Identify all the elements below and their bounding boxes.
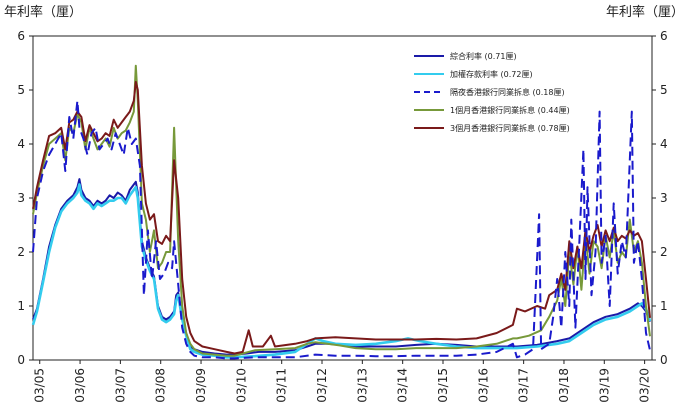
legend-label-5: 3個月香港銀行同業拆息 (0.78厘) (450, 123, 570, 133)
legend-label-1: 綜合利率 (0.71厘) (450, 51, 517, 61)
y-tick-label-left: 5 (17, 83, 25, 97)
y-tick-label-right: 1 (660, 299, 668, 313)
legend-label-3: 隔夜香港銀行同業拆息 (0.18厘) (450, 87, 565, 97)
y-tick-label-right: 6 (660, 29, 668, 43)
x-tick-label: 03/08 (154, 368, 168, 403)
series-line-4 (32, 64, 651, 357)
x-tick-label: 03/12 (315, 368, 329, 403)
x-tick-label: 03/14 (396, 368, 410, 403)
y-tick-label-left: 0 (17, 353, 25, 367)
x-tick-label: 03/16 (476, 368, 490, 403)
x-tick-label: 03/20 (638, 368, 652, 403)
x-tick-label: 03/13 (355, 368, 369, 403)
series-layer (31, 64, 652, 360)
x-tick-label: 03/18 (557, 368, 571, 403)
y-tick-label-right: 5 (660, 83, 668, 97)
y-tick-label-left: 6 (17, 29, 25, 43)
legend-label-2: 加權存款利率 (0.72厘) (450, 69, 533, 79)
axes: 0 0 1 1 2 2 3 3 4 4 5 5 6 6 03/05 03/06 03/07 03/08 03/09 0… (17, 29, 667, 403)
y-axis-title-right: 年利率（厘） (606, 4, 684, 20)
series-line-3 (32, 99, 651, 360)
series-line-1 (32, 178, 651, 356)
y-tick-label-left: 2 (17, 245, 25, 259)
y-tick-label-left: 4 (17, 137, 25, 151)
y-axis-title-left: 年利率（厘） (4, 4, 82, 20)
x-tick-label: 03/06 (73, 368, 87, 403)
legend-label-4: 1個月香港銀行同業拆息 (0.44厘) (450, 105, 570, 115)
x-tick-label: 03/17 (517, 368, 531, 403)
x-tick-label: 03/09 (194, 368, 208, 403)
y-tick-label-left: 3 (17, 191, 25, 205)
x-tick-label: 03/19 (597, 368, 611, 403)
legend: 綜合利率 (0.71厘) 加權存款利率 (0.72厘) 隔夜香港銀行同業拆息 (0.… (414, 51, 570, 133)
series-line-5 (32, 80, 651, 355)
y-tick-label-left: 1 (17, 299, 25, 313)
x-tick-label: 03/07 (113, 368, 127, 403)
x-tick-label: 03/10 (234, 368, 248, 403)
x-tick-label: 03/15 (436, 368, 450, 403)
x-tick-label: 03/05 (33, 368, 47, 403)
y-tick-label-right: 2 (660, 245, 668, 259)
x-tick-label: 03/11 (275, 368, 289, 403)
series-line-2 (31, 183, 652, 359)
y-tick-label-right: 0 (660, 353, 668, 367)
y-tick-label-right: 3 (660, 191, 668, 205)
y-tick-label-right: 4 (660, 137, 668, 151)
